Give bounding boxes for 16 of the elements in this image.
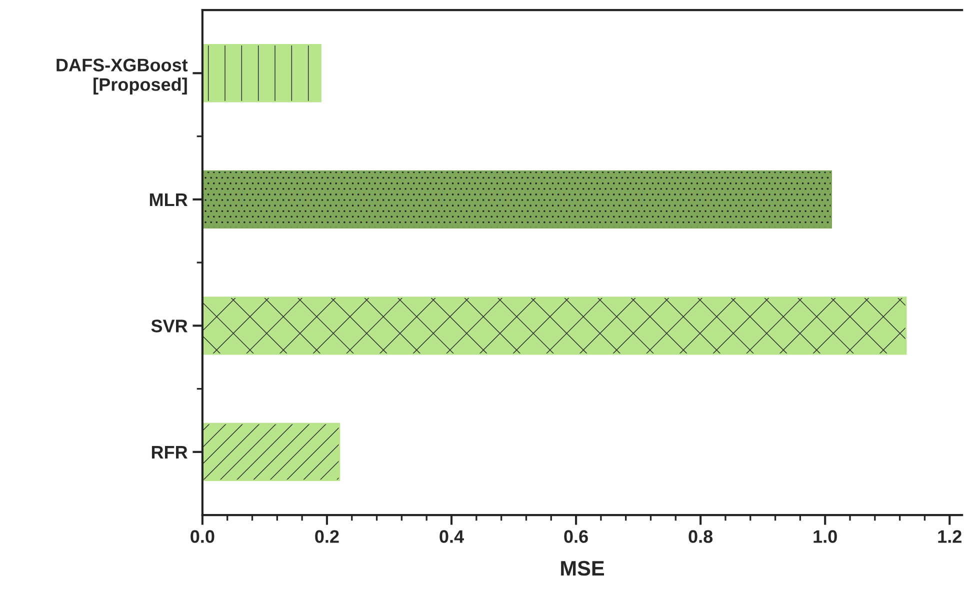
x-tick-label: 0.0 <box>190 530 214 543</box>
x-tick-label: 0.6 <box>564 530 588 543</box>
bar <box>202 422 340 482</box>
x-tick-label: 1.2 <box>938 530 962 543</box>
x-axis-title: MSE <box>561 560 604 576</box>
x-tick-label: 0.2 <box>315 530 339 543</box>
y-tick-label: SVR <box>151 320 188 332</box>
bar <box>202 296 907 355</box>
bar <box>202 170 832 229</box>
bar <box>202 44 322 102</box>
y-tick-label: RFR <box>152 446 188 458</box>
y-tick-label: MLR <box>150 194 188 206</box>
x-tick-label: 0.8 <box>688 530 713 543</box>
x-tick-label: 1.0 <box>814 530 837 543</box>
x-tick-label: 0.4 <box>440 530 464 543</box>
y-tick-label: DAFS-XGBoost [Proposed] <box>56 58 188 94</box>
